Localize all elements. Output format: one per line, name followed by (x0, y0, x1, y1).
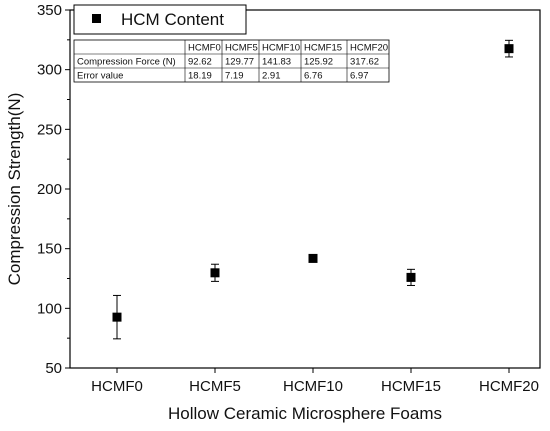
y-tick-label: 50 (45, 360, 62, 377)
y-tick-label: 150 (37, 241, 62, 258)
legend-marker (92, 14, 101, 23)
table-cell: HCMF20 (350, 43, 388, 54)
table-cell: HCMF5 (225, 43, 258, 54)
legend: HCM Content (73, 4, 247, 35)
table-cell: 2.91 (262, 71, 281, 82)
table-cell: 125.92 (304, 57, 333, 68)
y-axis-title: Compression Strength(N) (5, 93, 24, 286)
table-cell: Compression Force (N) (77, 57, 176, 68)
x-tick-label: HCMF0 (91, 378, 143, 395)
data-point (504, 44, 514, 54)
data-point (308, 253, 318, 263)
y-tick-label: 100 (37, 300, 62, 317)
data-point (112, 312, 122, 322)
x-axis-title: Hollow Ceramic Microsphere Foams (168, 404, 442, 423)
table-cell: 317.62 (350, 57, 379, 68)
legend-box (73, 4, 247, 35)
data-series (112, 39, 514, 340)
table-cell: HCMF0 (188, 43, 221, 54)
table-cell: 141.83 (262, 57, 291, 68)
y-tick-label: 200 (37, 181, 62, 198)
y-tick-label: 250 (37, 121, 62, 138)
table-cell: HCMF15 (304, 43, 342, 54)
y-axis: 50 100 150 200 250 300 350 (37, 2, 70, 377)
x-tick-label: HCMF10 (283, 378, 343, 395)
table-border (73, 39, 390, 83)
table-cell: 129.77 (225, 57, 254, 68)
x-tick-label: HCMF20 (479, 378, 539, 395)
table-cell: 92.62 (188, 57, 212, 68)
data-point (406, 272, 416, 282)
table-cell: 18.19 (188, 71, 212, 82)
x-axis: HCMF0 HCMF5 HCMF10 HCMF15 HCMF20 (91, 368, 539, 395)
x-tick-label: HCMF5 (189, 378, 241, 395)
table-cell: 6.76 (304, 71, 323, 82)
table-cell: HCMF10 (262, 43, 300, 54)
legend-label: HCM Content (121, 10, 224, 29)
x-tick-label: HCMF15 (381, 378, 441, 395)
y-tick-label: 300 (37, 62, 62, 79)
y-tick-label: 350 (37, 2, 62, 19)
data-point (210, 268, 220, 278)
table-cell: 6.97 (350, 71, 369, 82)
table-cell: Error value (77, 71, 123, 82)
data-table: HCMF0 HCMF5 HCMF10 HCMF15 HCMF20 Compression … (73, 39, 390, 83)
table-cell: 7.19 (225, 71, 244, 82)
